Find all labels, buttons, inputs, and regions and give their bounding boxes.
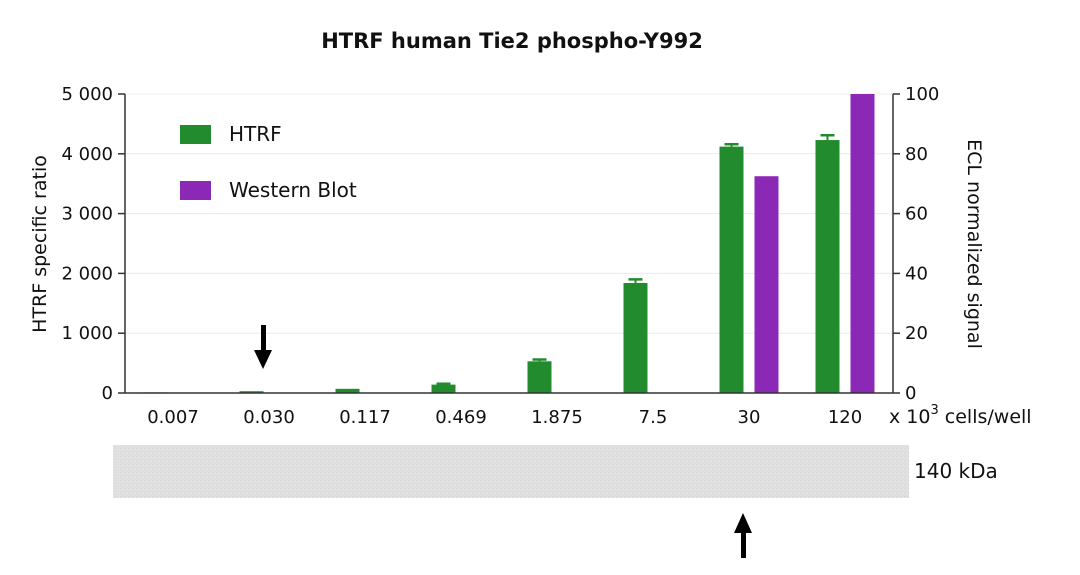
x-tick-label: 30 [738,407,761,428]
blot-kda-label: 140 kDa [914,459,998,483]
bar-western-blot [754,176,779,393]
x-tick-label: 0.469 [435,407,487,428]
x-unit-label: x 103 cells/well [889,403,1032,428]
right-y-axis-label: ECL normalized signal [963,139,985,349]
bar-htrf [431,384,456,393]
x-unit-exponent: 3 [930,403,938,418]
bars [143,94,875,393]
x-tick-label: 7.5 [639,407,668,428]
bar-htrf [527,361,552,393]
x-tick-labels: 0.007 0.030 0.117 0.469 1.875 7.5 30 120 [147,407,862,428]
bar-htrf [623,282,648,393]
x-tick-label: 0.117 [339,407,391,428]
x-tick-label: 0.007 [147,407,199,428]
x-tick-label: 0.030 [243,407,295,428]
legend: HTRF Western Blot [180,122,357,202]
bar-western-blot [850,94,875,393]
legend-label-western-blot: Western Blot [229,178,357,202]
left-y-ticks: 0 1 000 2 000 3 000 4 000 5 000 [61,84,125,404]
arrow-up-icon [734,513,752,533]
left-y-tick-label: 0 [102,383,113,404]
right-y-ticks: 0 20 40 60 80 100 [893,84,939,404]
right-y-tick-label: 0 [905,383,916,404]
chart-title: HTRF human Tie2 phospho-Y992 [321,29,703,53]
left-y-tick-label: 3 000 [61,204,113,225]
left-y-axis-label: HTRF specific ratio [29,155,51,333]
bar-htrf [335,388,360,393]
x-unit-base: x 10 [889,406,930,428]
x-unit-suffix: cells/well [939,406,1032,428]
x-tick-label: 120 [828,407,862,428]
right-y-tick-label: 60 [905,204,928,225]
legend-swatch-htrf [180,125,211,144]
right-y-tick-label: 100 [905,84,939,105]
bar-htrf [815,140,840,393]
arrow-down-shaft [261,325,266,353]
western-blot-band-image [113,445,909,498]
legend-swatch-western-blot [180,181,211,200]
right-y-tick-label: 20 [905,323,928,344]
left-y-tick-label: 4 000 [61,144,113,165]
legend-label-htrf: HTRF [229,122,282,146]
left-y-tick-label: 1 000 [61,323,113,344]
arrows [254,325,752,558]
left-y-tick-label: 5 000 [61,84,113,105]
arrow-down-icon [254,350,272,369]
bar-htrf [719,146,744,393]
right-y-tick-label: 80 [905,144,928,165]
left-y-tick-label: 2 000 [61,263,113,284]
arrow-up-shaft [741,530,746,558]
x-tick-label: 1.875 [531,407,583,428]
bar-htrf [239,391,264,393]
right-y-tick-label: 40 [905,263,928,284]
